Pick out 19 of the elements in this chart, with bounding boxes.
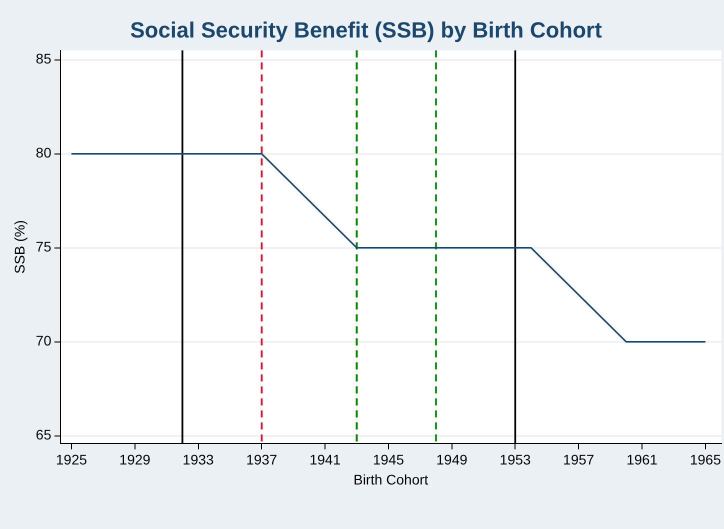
x-tick-label: 1961 [626, 452, 658, 468]
y-axis-title: SSB (%) [11, 220, 28, 274]
x-tick-label: 1965 [690, 452, 722, 468]
x-tick-label: 1933 [182, 452, 214, 468]
y-tick-label: 70 [36, 332, 52, 349]
y-tick-label: 75 [36, 238, 52, 255]
chart-title: Social Security Benefit (SSB) by Birth Cohort [130, 17, 603, 42]
x-tick-label: 1953 [500, 452, 532, 468]
x-tick-label: 1929 [119, 452, 151, 468]
x-axis-title: Birth Cohort [353, 471, 428, 488]
y-tick-label: 65 [36, 426, 52, 443]
x-tick-label: 1937 [246, 452, 278, 468]
x-tick-label: 1949 [436, 452, 468, 468]
x-tick-label: 1925 [56, 452, 88, 468]
x-tick-label: 1957 [563, 452, 594, 468]
y-tick-label: 80 [36, 144, 52, 161]
x-tick-label: 1941 [309, 452, 341, 468]
x-tick-label: 1945 [372, 452, 404, 468]
y-tick-label: 85 [36, 50, 52, 67]
